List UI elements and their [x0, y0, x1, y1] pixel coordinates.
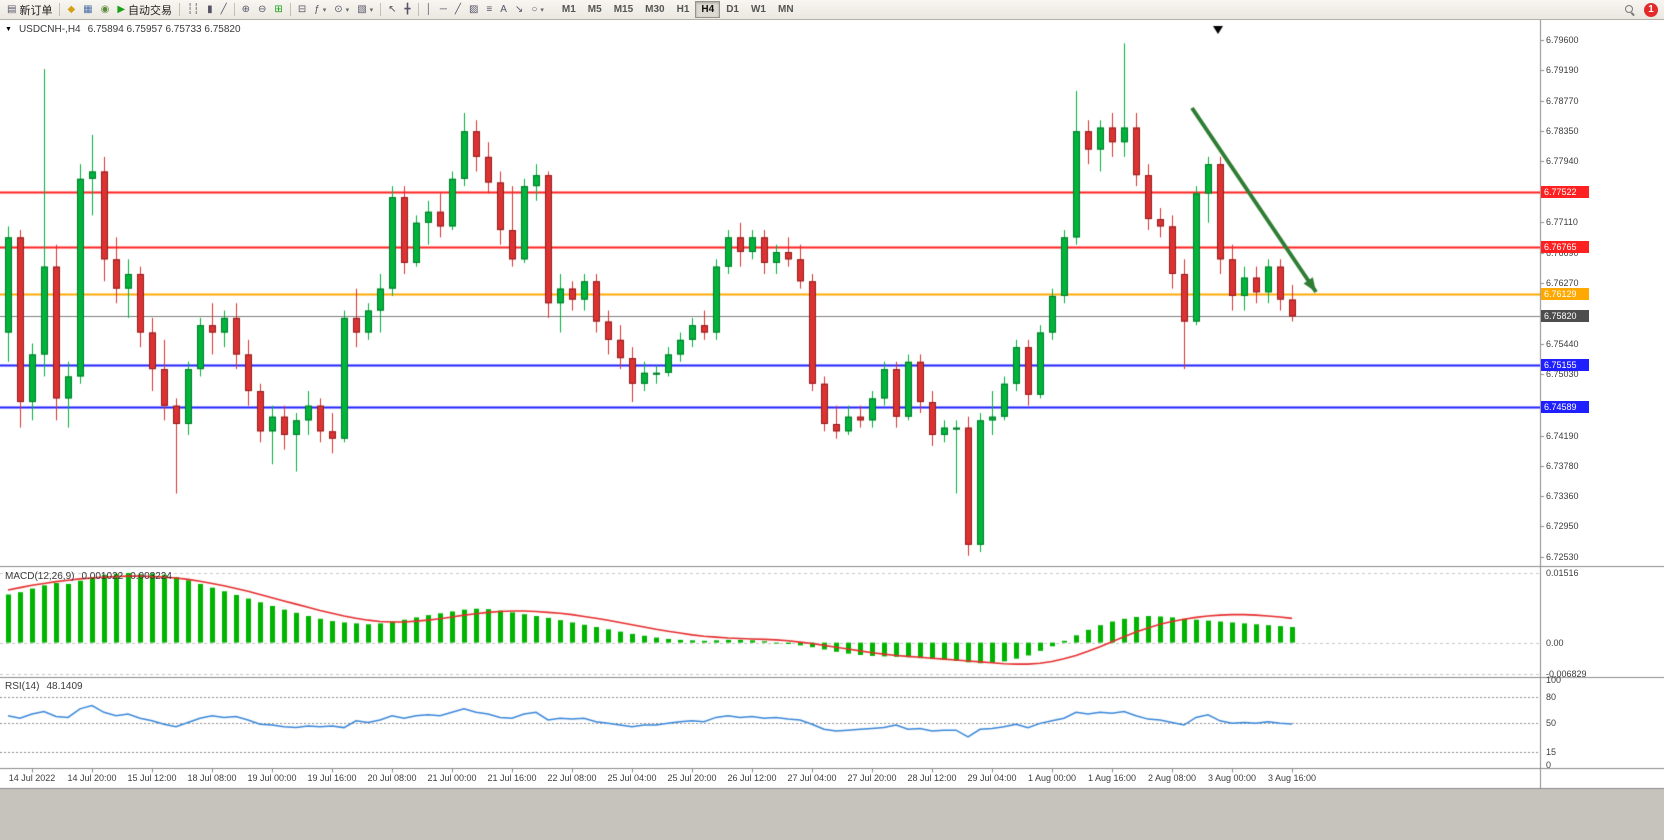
chart-window: 6.79600 6.79190 6.78770 6.78350 6.77940 6.771…	[0, 20, 1664, 840]
timeframe-m1[interactable]: M1	[556, 1, 582, 18]
top-toolbar: ▤ 新订单 ◆ ▦ ◉ ▶ 自动交易 ┆┆ ▮ ╱ ⊕ ⊖ ⊞ ⊟ ƒ ▾ ⊙ ▾ ▧ ▾ ↖ ╋ │ ─ ╱ ▨ ≡ A ↘ ○ ▾ M1 M…	[0, 0, 1664, 20]
chevron-down-icon: ▾	[345, 6, 350, 14]
market-watch-button[interactable]: ◆	[63, 1, 79, 18]
zoom-out-icon: ⊖	[258, 3, 267, 15]
toolbar-separator	[233, 3, 235, 16]
tile-windows-button[interactable]: ⊞	[270, 1, 286, 18]
template-icon: ▧	[357, 3, 367, 15]
horizontal-line-button[interactable]: ─	[436, 1, 451, 18]
toolbar-separator	[417, 3, 419, 16]
crosshair-button[interactable]: ╋	[401, 1, 415, 18]
toolbar-separator	[59, 3, 61, 16]
arrow-marker-icon: ↘	[514, 3, 524, 15]
rsi-value: 48.1409	[46, 681, 83, 692]
periods-button[interactable]: ⊙ ▾	[330, 1, 353, 18]
macd-title: MACD(12,26,9)	[5, 571, 75, 582]
text-button[interactable]: A	[496, 1, 511, 18]
trendline-icon: ╱	[454, 3, 461, 15]
new-order-button-label: 新订单	[19, 4, 53, 17]
fibonacci-icon: ≡	[486, 3, 493, 15]
templates-button[interactable]: ▧ ▾	[353, 1, 377, 18]
autotrading-button[interactable]: ▶ 自动交易	[113, 1, 176, 18]
timeframe-d1[interactable]: D1	[720, 1, 745, 18]
line-chart-button[interactable]: ╱	[217, 1, 231, 18]
timeframe-h4[interactable]: H4	[695, 1, 721, 18]
macd-main-value: 0.001022	[81, 571, 124, 582]
shapes-icon: ○	[531, 3, 538, 15]
new-order-icon: ▤	[7, 3, 17, 15]
timeframe-m5[interactable]: M5	[582, 1, 608, 18]
zoom-out-button[interactable]: ⊖	[254, 1, 270, 18]
candles-chart-icon: ▮	[207, 3, 213, 15]
market-gold-icon: ◆	[67, 3, 76, 15]
fibonacci-button[interactable]: ≡	[482, 1, 496, 18]
arrows-button[interactable]: ↘	[511, 1, 527, 18]
toolbar-separator	[179, 3, 181, 16]
vline-icon: │	[425, 3, 432, 15]
indicators-icon: ƒ	[314, 3, 320, 15]
chevron-down-icon: ▾	[322, 6, 327, 14]
toolbar-right: 1	[1621, 1, 1661, 18]
chevron-down-icon: ▾	[540, 6, 544, 14]
info-icon: ◉	[100, 3, 110, 15]
chevron-down-icon: ▾	[369, 6, 374, 14]
chart-canvas[interactable]	[0, 20, 1664, 840]
channel-icon: ▨	[468, 3, 479, 15]
timeframe-m30[interactable]: M30	[639, 1, 670, 18]
candlestick-chart-button[interactable]: ▮	[203, 1, 217, 18]
macd-label: MACD(12,26,9) 0.001022 0.003224	[5, 571, 172, 582]
autotrading-button-label: 自动交易	[128, 4, 173, 17]
channel-button[interactable]: ▨	[465, 1, 482, 18]
timeframe-h1[interactable]: H1	[671, 1, 696, 18]
autotrade-play-icon: ▶	[117, 3, 126, 15]
text-icon: A	[500, 3, 507, 15]
timeframe-m15[interactable]: M15	[608, 1, 639, 18]
macd-signal-value: 0.003224	[130, 571, 172, 582]
new-order-button[interactable]: ▤ 新订单	[3, 1, 56, 18]
rsi-title: RSI(14)	[5, 681, 40, 692]
vertical-line-button[interactable]: │	[422, 1, 436, 18]
zoom-in-button[interactable]: ⊕	[238, 1, 254, 18]
navigator-button[interactable]: ◉	[97, 1, 114, 18]
chart-symbol-period: USDCNH-,H4	[18, 24, 81, 35]
indicators-button[interactable]: ƒ ▾	[310, 1, 330, 18]
line-chart-icon: ╱	[220, 3, 227, 15]
chart-title: ▼ USDCNH-,H4 6.75894 6.75957 6.75733 6.7…	[5, 24, 241, 35]
hline-icon: ─	[439, 3, 447, 15]
tile-grid-icon: ⊞	[274, 3, 283, 15]
arrange-icon: ⊟	[297, 3, 307, 15]
chart-ohlc-values: 6.75894 6.75957 6.75733 6.75820	[87, 24, 241, 35]
trendline-button[interactable]: ╱	[451, 1, 465, 18]
timeframe-mn[interactable]: MN	[772, 1, 800, 18]
notification-badge[interactable]: 1	[1644, 2, 1658, 17]
zoom-in-icon: ⊕	[241, 3, 251, 15]
timeframe-toolbar: M1 M5 M15 M30 H1 H4 D1 W1 MN	[556, 1, 800, 18]
toolbar-separator	[380, 3, 382, 16]
windows-icon: ▦	[83, 3, 93, 15]
shapes-button[interactable]: ○ ▾	[527, 1, 548, 18]
crosshair-icon: ╋	[404, 3, 411, 15]
rsi-label: RSI(14) 48.1409	[5, 681, 83, 692]
bars-chart-icon: ┆┆	[187, 3, 200, 15]
timeframe-w1[interactable]: W1	[745, 1, 772, 18]
data-window-button[interactable]: ▦	[79, 1, 96, 18]
auto-arrange-button[interactable]: ⊟	[294, 1, 310, 18]
periods-icon: ⊙	[334, 3, 343, 15]
search-button[interactable]	[1621, 1, 1639, 18]
bar-chart-button[interactable]: ┆┆	[183, 1, 203, 18]
toolbar-separator	[289, 3, 291, 16]
cursor-icon: ↖	[388, 3, 397, 15]
chart-menu-icon[interactable]: ▼	[5, 26, 12, 33]
cursor-button[interactable]: ↖	[384, 1, 400, 18]
search-icon	[1625, 4, 1635, 15]
